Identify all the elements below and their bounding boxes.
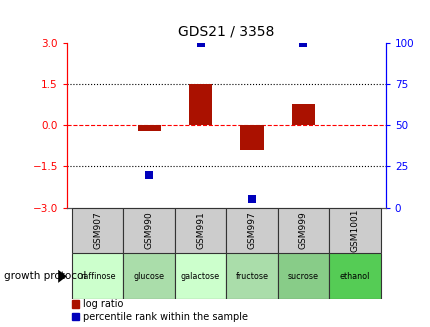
Bar xyxy=(188,84,212,125)
Bar xyxy=(226,208,277,253)
Text: GSM990: GSM990 xyxy=(144,212,153,250)
Bar xyxy=(277,253,329,299)
Point xyxy=(145,172,152,177)
Text: raffinose: raffinose xyxy=(80,272,115,281)
Bar xyxy=(329,253,380,299)
Title: GDS21 / 3358: GDS21 / 3358 xyxy=(178,25,274,39)
Bar xyxy=(291,104,314,125)
Bar xyxy=(277,208,329,253)
Text: GSM991: GSM991 xyxy=(196,212,205,250)
Bar xyxy=(137,125,160,130)
Point xyxy=(299,40,306,45)
Text: galactose: galactose xyxy=(181,272,220,281)
Bar xyxy=(123,253,175,299)
Legend: log ratio, percentile rank within the sample: log ratio, percentile rank within the sa… xyxy=(71,299,248,322)
Polygon shape xyxy=(58,270,67,283)
Text: GSM907: GSM907 xyxy=(93,212,102,250)
Text: fructose: fructose xyxy=(235,272,268,281)
Text: GSM1001: GSM1001 xyxy=(350,209,359,252)
Bar xyxy=(72,253,123,299)
Text: sucrose: sucrose xyxy=(287,272,318,281)
Bar xyxy=(175,253,226,299)
Bar xyxy=(329,208,380,253)
Text: glucose: glucose xyxy=(133,272,164,281)
Bar xyxy=(175,208,226,253)
Point xyxy=(248,197,255,202)
Bar xyxy=(72,208,123,253)
Point xyxy=(197,40,203,45)
Text: ethanol: ethanol xyxy=(339,272,369,281)
Text: growth protocol: growth protocol xyxy=(4,271,86,281)
Text: GSM999: GSM999 xyxy=(298,212,307,250)
Bar xyxy=(226,253,277,299)
Text: GSM997: GSM997 xyxy=(247,212,256,250)
Bar xyxy=(240,125,263,150)
Bar xyxy=(123,208,175,253)
